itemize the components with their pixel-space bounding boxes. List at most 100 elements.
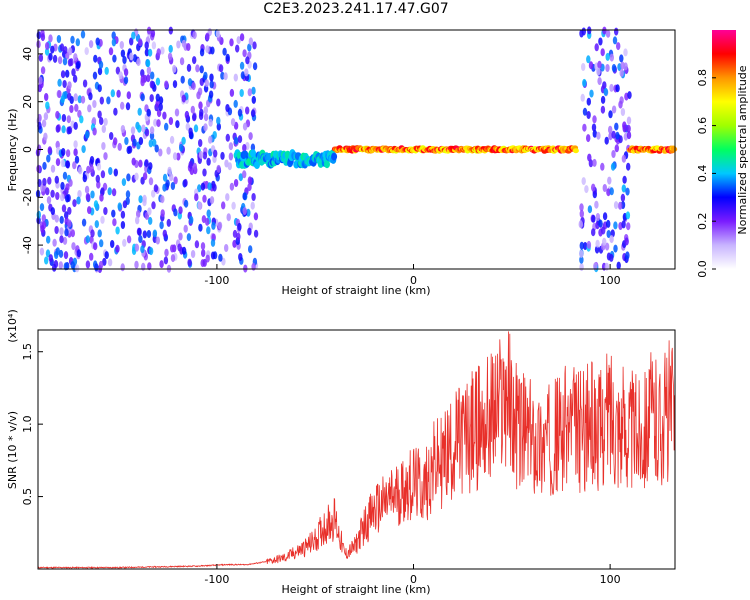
heatmap-cell	[184, 110, 190, 119]
heatmap-cell	[593, 262, 598, 271]
heatmap-cell	[227, 162, 232, 171]
heatmap-cell	[148, 247, 154, 256]
heatmap-cell	[199, 65, 204, 74]
heatmap-cell	[50, 207, 55, 216]
snr-ticks: -100 0 100 0.5 1.0 1.5	[21, 343, 621, 586]
heatmap-cell	[127, 145, 133, 154]
heatmap-cell	[73, 148, 78, 157]
heatmap-cell	[611, 130, 616, 139]
heatmap-cell	[56, 35, 62, 43]
heatmap-cell	[87, 104, 92, 113]
spectrogram-y-tick-label: 0	[21, 146, 34, 153]
heatmap-cell	[123, 76, 129, 85]
heatmap-cell	[201, 249, 206, 258]
heatmap-cell	[234, 136, 239, 145]
heatmap-cell	[597, 60, 602, 69]
heatmap-cell	[48, 34, 53, 43]
heatmap-cell	[596, 131, 601, 140]
heatmap-cell	[618, 201, 623, 210]
heatmap-cell	[65, 194, 70, 203]
heatmap-cell	[225, 133, 230, 142]
heatmap-cell	[141, 124, 146, 133]
heatmap-cell	[586, 97, 591, 106]
heatmap-cell	[169, 135, 175, 144]
heatmap-cell	[113, 168, 119, 177]
heatmap-cell	[173, 208, 178, 217]
heatmap-cell	[96, 180, 101, 189]
heatmap-cell	[52, 238, 57, 247]
spectrogram-y-tick-label: -20	[21, 188, 34, 206]
heatmap-cell	[253, 229, 259, 238]
heatmap-cell	[55, 124, 60, 133]
heatmap-cell	[162, 111, 167, 120]
heatmap-cell	[99, 96, 105, 105]
heatmap-cell	[108, 167, 113, 175]
heatmap-cell	[132, 138, 137, 147]
heatmap-cell	[97, 110, 102, 119]
heatmap-cell	[254, 161, 260, 169]
heatmap-cell	[140, 69, 145, 78]
heatmap-cell	[190, 250, 196, 258]
heatmap-cell	[134, 260, 139, 269]
heatmap-cell	[583, 242, 588, 250]
heatmap-cell	[136, 210, 141, 218]
heatmap-cell	[141, 262, 146, 271]
heatmap-cell	[579, 241, 584, 250]
colorbar-ticks: 0.0 0.2 0.4 0.6 0.8	[696, 69, 716, 278]
heatmap-cell	[67, 92, 72, 101]
heatmap-cell	[93, 200, 99, 209]
heatmap-cell	[76, 249, 82, 258]
heatmap-cell	[144, 159, 149, 168]
heatmap-cell	[242, 207, 247, 216]
heatmap-cell	[206, 209, 211, 218]
heatmap-cell	[591, 228, 596, 237]
heatmap-cell	[203, 113, 209, 122]
heatmap-cell	[153, 184, 159, 193]
heatmap-cell	[156, 48, 161, 57]
heatmap-cell	[123, 68, 129, 77]
heatmap-cell	[202, 194, 207, 203]
heatmap-cell	[63, 262, 68, 271]
heatmap-cell	[168, 44, 173, 53]
heatmap-cell	[178, 232, 183, 241]
heatmap-cell	[86, 165, 91, 174]
heatmap-cell	[625, 251, 630, 260]
heatmap-cell	[45, 101, 50, 110]
heatmap-cell	[201, 215, 207, 224]
colorbar-tick-label: 0.6	[696, 117, 709, 135]
heatmap-cell	[222, 47, 227, 56]
heatmap-cell	[324, 160, 330, 169]
spectrogram-y-tick-label: 40	[21, 47, 34, 61]
heatmap-cell	[204, 79, 209, 88]
heatmap-cell	[172, 64, 177, 73]
heatmap-cell	[67, 58, 73, 67]
heatmap-cell	[142, 172, 148, 181]
heatmap-cell	[613, 244, 618, 253]
heatmap-cell	[209, 73, 214, 82]
heatmap-cell	[148, 162, 153, 171]
heatmap-cell	[145, 59, 151, 68]
heatmap-cell	[625, 187, 630, 196]
heatmap-cell	[85, 130, 90, 139]
heatmap-cell	[61, 204, 67, 213]
heatmap-cell	[247, 176, 253, 185]
heatmap-cell	[226, 213, 231, 222]
heatmap-cell	[596, 67, 601, 76]
heatmap-cell	[216, 98, 221, 107]
heatmap-cell	[197, 184, 202, 193]
snr-x-tick-label: 0	[410, 573, 417, 586]
heatmap-cell	[129, 37, 134, 46]
heatmap-cell	[93, 54, 98, 63]
heatmap-cell	[55, 110, 60, 119]
heatmap-cell	[100, 170, 106, 179]
heatmap-cell	[159, 221, 164, 230]
heatmap-cell	[192, 162, 197, 171]
heatmap-cell	[43, 132, 48, 141]
heatmap-cell	[100, 187, 105, 196]
heatmap-cell	[70, 261, 75, 270]
heatmap-cell	[621, 184, 626, 193]
heatmap-cell	[112, 218, 117, 227]
heatmap-cell	[80, 30, 86, 39]
heatmap-cell	[238, 253, 243, 261]
